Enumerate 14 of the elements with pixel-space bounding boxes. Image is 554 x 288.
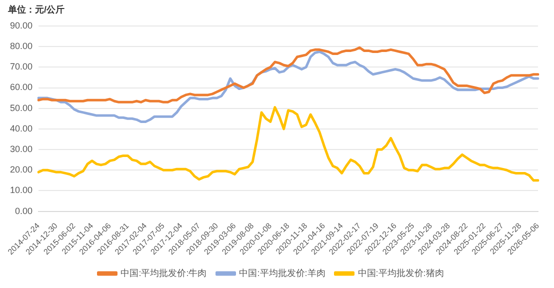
y-tick-label: 60.00 bbox=[10, 82, 33, 92]
y-tick-label: 40.00 bbox=[10, 123, 33, 134]
y-tick-label: 30.00 bbox=[10, 144, 33, 154]
legend-label: 中国:平均批发价:牛肉 bbox=[120, 268, 207, 278]
y-axis-title: 单位：元/公斤 bbox=[7, 4, 65, 14]
y-tick-label: 0.00 bbox=[14, 206, 33, 216]
y-tick-label: 20.00 bbox=[10, 164, 33, 175]
y-tick-label: 50.00 bbox=[10, 102, 33, 113]
y-tick-label: 10.00 bbox=[10, 185, 33, 196]
y-tick-label: 80.00 bbox=[10, 41, 33, 52]
y-tick-label: 70.00 bbox=[10, 62, 33, 72]
legend-label: 中国:平均批发价:猪肉 bbox=[358, 268, 444, 278]
y-tick-label: 90.00 bbox=[10, 20, 33, 30]
legend-label: 中国:平均批发价:羊肉 bbox=[239, 268, 326, 278]
